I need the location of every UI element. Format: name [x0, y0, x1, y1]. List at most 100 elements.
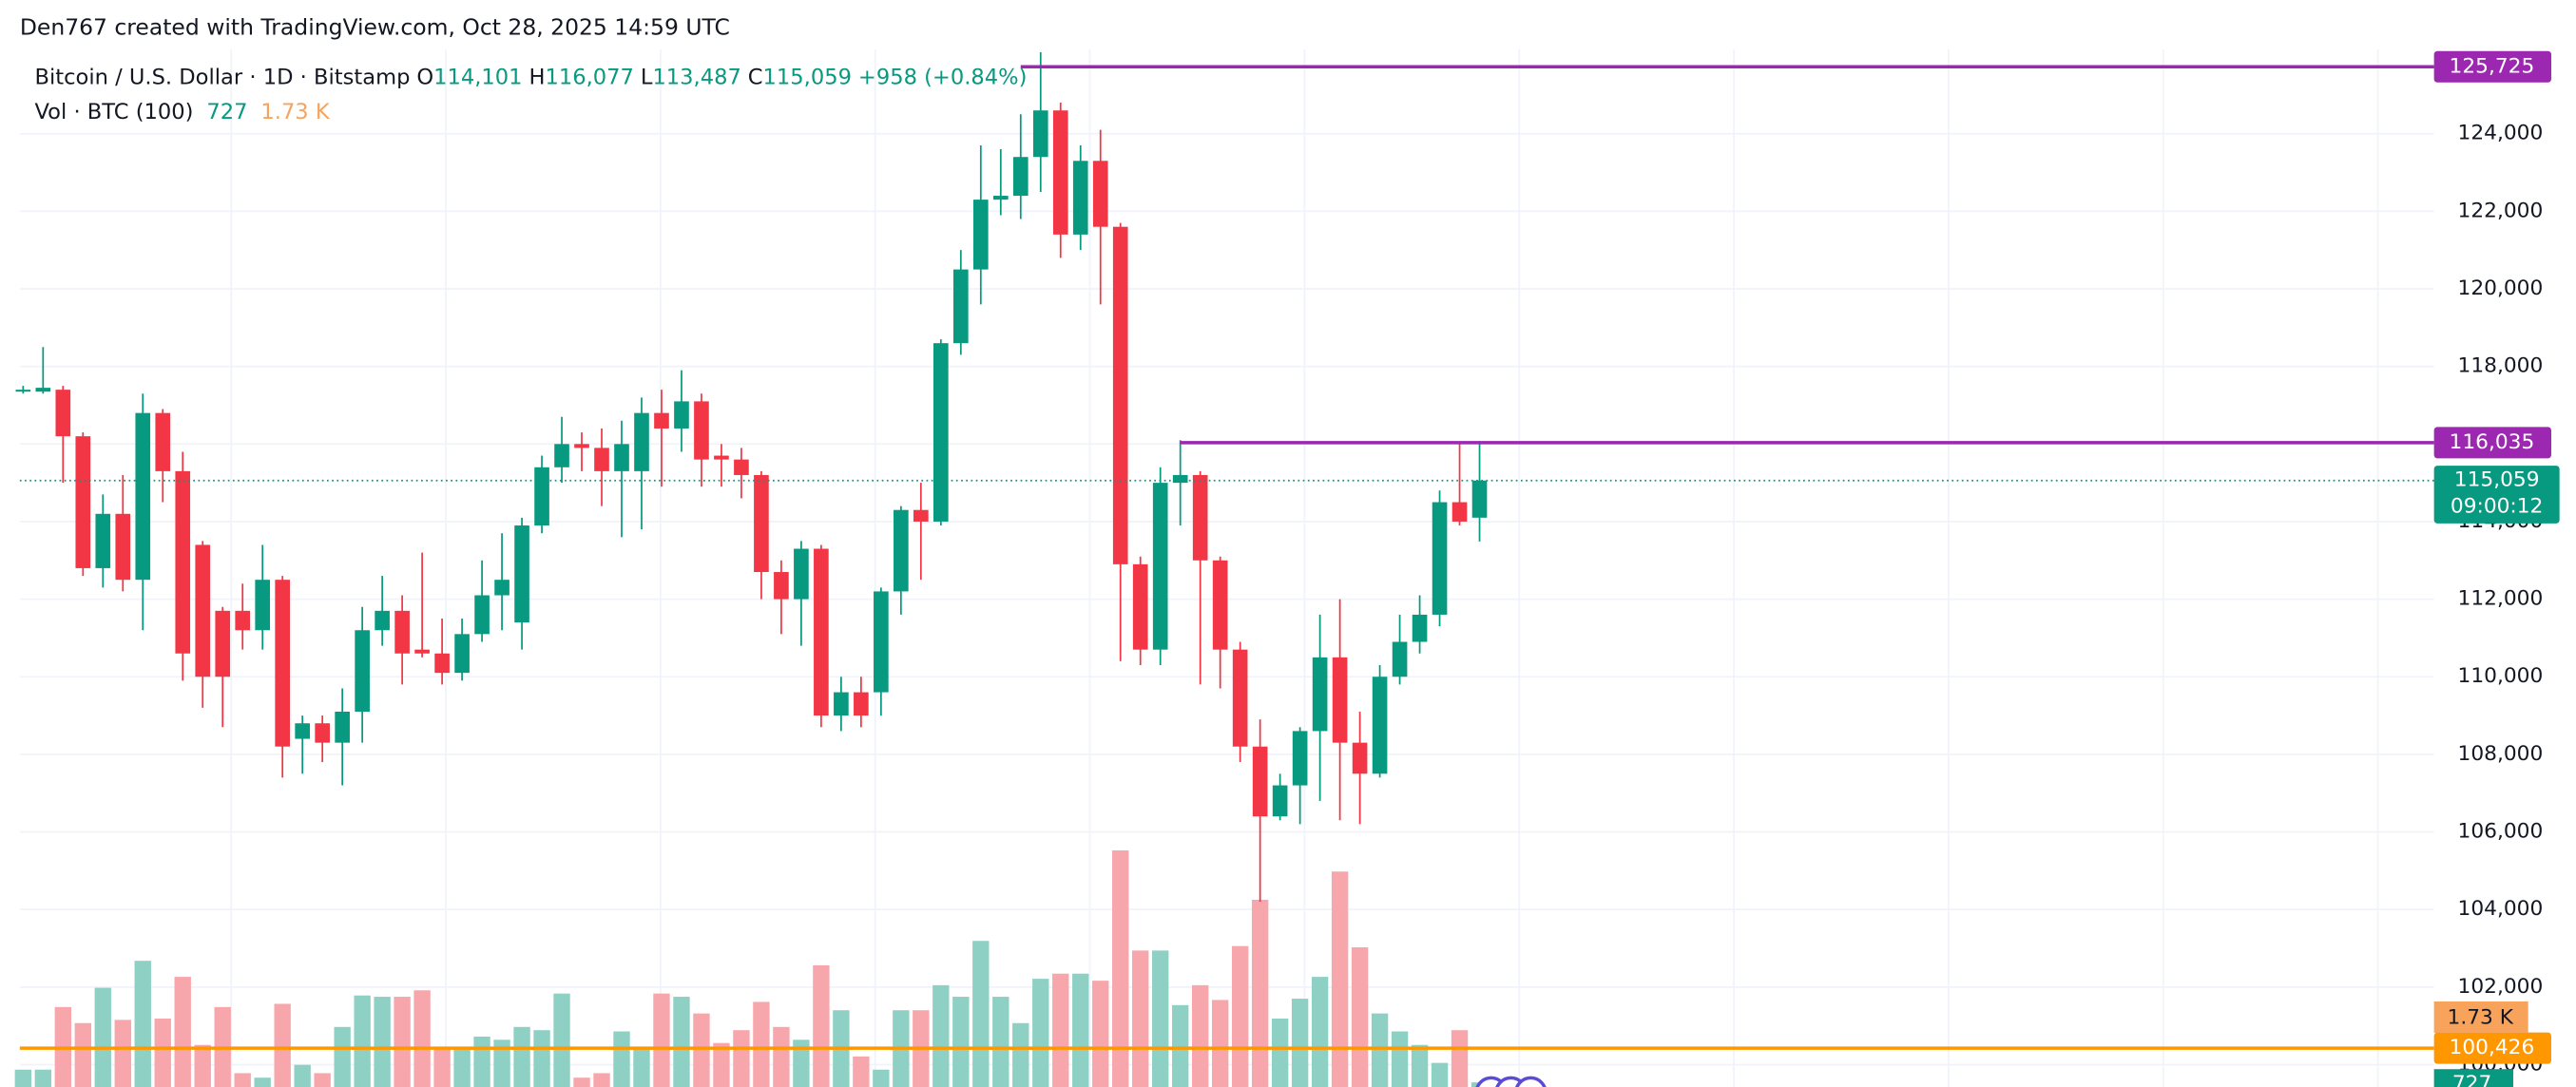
candle-body — [355, 630, 370, 712]
candle-body — [972, 200, 989, 270]
volume-bar — [334, 1026, 351, 1087]
volume-bar — [94, 987, 111, 1087]
candle-body — [1272, 785, 1288, 817]
candle-body — [1312, 657, 1328, 732]
candle-body — [734, 459, 749, 475]
candle-body — [1432, 502, 1448, 615]
volume-bar — [513, 1026, 530, 1087]
volume-bar — [493, 1039, 510, 1087]
candle-body — [574, 444, 589, 448]
y-tick-label: 102,000 — [2458, 975, 2544, 999]
candle-body — [1172, 474, 1188, 484]
candle-body — [1092, 161, 1108, 227]
volume-bar — [1391, 1031, 1409, 1087]
candle-body — [494, 580, 509, 596]
candle-body — [933, 343, 949, 522]
candle-body — [854, 692, 869, 716]
volume-bar — [753, 1001, 770, 1087]
candle-body — [1392, 641, 1408, 677]
level-label: 125,725 — [2450, 54, 2535, 78]
volume-bar — [593, 1073, 610, 1087]
candle-body — [874, 591, 889, 693]
volume-bar — [773, 1026, 790, 1087]
volume-last-box — [2433, 1069, 2514, 1087]
volume-title: Vol · BTC (100) — [34, 100, 194, 126]
c-value: 115,059 — [762, 66, 852, 91]
candle-body — [335, 711, 350, 743]
volume-bar — [853, 1056, 870, 1087]
volume-bar — [453, 1048, 471, 1087]
volume-bar — [114, 1020, 131, 1087]
volume-bar — [1431, 1062, 1449, 1087]
volume-bar — [1132, 950, 1149, 1087]
y-tick-label: 122,000 — [2458, 199, 2544, 222]
candle-body — [794, 548, 809, 600]
candle-body — [195, 544, 211, 677]
volume-bar — [1072, 973, 1089, 1087]
candle-body — [1292, 731, 1308, 786]
volume-bar — [633, 1048, 650, 1087]
candle-body — [454, 634, 470, 674]
volume-bar — [34, 1069, 51, 1087]
volume-ma: 1.73 K — [260, 100, 330, 126]
volume-bar — [1251, 899, 1269, 1087]
volume-bar — [1451, 1030, 1469, 1087]
candle-body — [255, 580, 271, 631]
volume-bar — [274, 1003, 291, 1087]
volume-bar — [74, 1022, 91, 1087]
candle-body — [992, 196, 1009, 200]
candle-body — [1372, 677, 1388, 774]
candle-body — [15, 390, 31, 392]
event-icon — [1515, 1076, 1547, 1087]
volume-bar — [713, 1042, 730, 1087]
candle-body — [414, 649, 430, 654]
candle-body — [634, 412, 649, 471]
candle-body — [554, 444, 569, 467]
candle-body — [774, 572, 789, 600]
volume-bar — [972, 941, 990, 1087]
candle-body — [115, 513, 131, 581]
volume-bar — [1112, 849, 1129, 1087]
level-label-box — [2433, 50, 2551, 83]
candle-body — [55, 390, 71, 437]
volume-bar — [1311, 977, 1329, 1087]
candle-body — [1052, 110, 1068, 235]
volume-bar — [1351, 947, 1369, 1087]
candle-body — [1412, 614, 1428, 642]
candle-body — [1212, 560, 1228, 650]
volume-bar — [553, 993, 570, 1087]
l-label: L — [640, 66, 653, 91]
header: Den767 created with TradingView.com, Oct… — [19, 14, 730, 42]
volume-bar — [813, 964, 830, 1087]
volume-bar — [693, 1013, 710, 1087]
volume-bar — [1291, 999, 1309, 1087]
candle-body — [434, 653, 450, 674]
y-tick-label: 112,000 — [2458, 587, 2544, 611]
c-label: C — [747, 66, 763, 91]
candle-body — [814, 548, 829, 716]
candle-body — [215, 610, 231, 677]
level-label: 116,035 — [2450, 430, 2535, 454]
last-price-box — [2433, 466, 2560, 524]
volume-bar — [134, 961, 151, 1087]
candle-body — [155, 412, 171, 471]
volume-bar — [234, 1073, 251, 1087]
candle-body — [754, 474, 769, 573]
candle-body — [1471, 480, 1488, 518]
candle-body — [375, 610, 390, 631]
volume-bar — [174, 977, 191, 1087]
h-value: 116,077 — [545, 66, 634, 91]
volume-bar — [653, 993, 670, 1087]
candle-body — [1012, 157, 1028, 197]
volume-bar — [254, 1077, 271, 1087]
candle-body — [1192, 474, 1208, 561]
candle-body — [594, 448, 609, 471]
candle-body — [1451, 502, 1468, 522]
volume-bar — [1152, 950, 1169, 1087]
volume-bar — [1052, 973, 1069, 1087]
candle-body — [175, 470, 191, 654]
candle-body — [1232, 649, 1248, 747]
volume-bar — [294, 1064, 311, 1087]
volume-bar — [1211, 1000, 1229, 1087]
